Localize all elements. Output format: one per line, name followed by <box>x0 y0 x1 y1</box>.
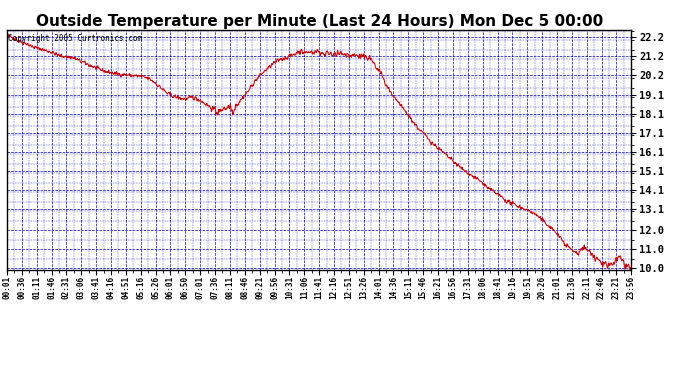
Title: Outside Temperature per Minute (Last 24 Hours) Mon Dec 5 00:00: Outside Temperature per Minute (Last 24 … <box>35 14 603 29</box>
Text: Copyright 2005 Curtronics.com: Copyright 2005 Curtronics.com <box>8 34 142 43</box>
